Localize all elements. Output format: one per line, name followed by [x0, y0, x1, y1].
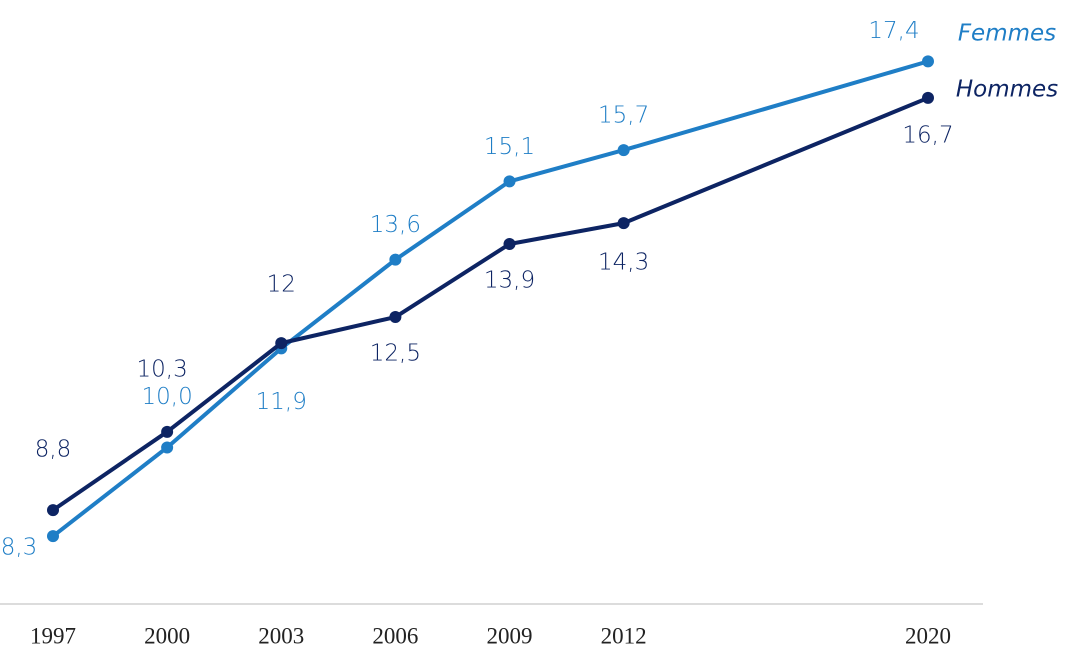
- x-tick-label: 2020: [905, 623, 951, 648]
- series-line: [51, 59, 929, 538]
- point: [47, 504, 59, 517]
- value-label: 15,7: [598, 103, 649, 129]
- value-label: 12,5: [370, 341, 421, 367]
- value-label: 8,8: [35, 437, 72, 463]
- value-label: 13,9: [484, 268, 535, 294]
- point: [275, 337, 288, 350]
- x-tick-label: 1997: [30, 623, 76, 648]
- value-label: 13,6: [370, 212, 421, 238]
- point: [617, 144, 630, 157]
- point: [922, 55, 934, 68]
- value-label: 15,1: [484, 134, 535, 160]
- x-tick-label: 2006: [372, 623, 418, 648]
- point: [503, 175, 516, 188]
- point: [503, 238, 516, 250]
- value-label: 10,3: [137, 356, 188, 382]
- point: [389, 311, 402, 324]
- x-tick-label: 2009: [487, 623, 533, 648]
- x-tick-label: 2003: [258, 623, 304, 648]
- value-label: 10,0: [142, 384, 193, 410]
- point: [922, 91, 934, 104]
- x-tick-label: 2000: [144, 623, 190, 648]
- value-label: 11,9: [256, 389, 307, 415]
- point: [47, 530, 59, 543]
- value-label: 16,7: [902, 122, 953, 148]
- point: [161, 425, 174, 438]
- value-label: 17,4: [868, 18, 919, 44]
- point: [617, 217, 630, 230]
- legend-label: Hommes: [956, 77, 1058, 103]
- value-label: 14,3: [598, 250, 649, 276]
- point: [389, 253, 402, 266]
- x-tick-label: 2012: [601, 623, 647, 648]
- point: [161, 441, 174, 454]
- value-label: 8,3: [1, 535, 38, 561]
- value-label: 12: [267, 272, 296, 298]
- legend-label: Femmes: [958, 21, 1056, 47]
